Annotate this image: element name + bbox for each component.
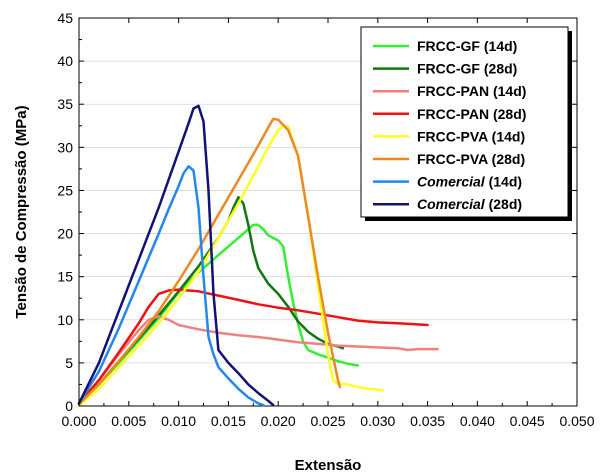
legend-entry-main: FRCC-PAN [417, 83, 489, 99]
legend-entry-suffix: (14d) [488, 128, 525, 144]
legend-entry: FRCC-GF (14d) [417, 38, 517, 54]
legend-entry-suffix: (28d) [480, 61, 517, 77]
y-tick-label: 0 [65, 398, 73, 414]
axis-ticks [78, 17, 578, 407]
legend-entry: Comercial (28d) [417, 196, 522, 212]
series-line-8 [77, 104, 275, 407]
x-tick-label: 0.030 [360, 413, 395, 429]
legend-entry: FRCC-GF (28d) [417, 61, 517, 77]
series-line-4 [77, 288, 429, 405]
y-tick-label: 25 [57, 182, 73, 198]
legend-entry: FRCC-PAN (28d) [417, 106, 526, 122]
legend-entry-suffix: (14d) [485, 174, 522, 190]
x-tick-label: 0.040 [460, 413, 495, 429]
series-line-1 [77, 223, 360, 405]
series-line-2 [77, 196, 345, 405]
y-tick-label: 35 [57, 96, 73, 112]
x-tick-label: 0.005 [111, 413, 146, 429]
legend-entry-suffix: (28d) [485, 196, 522, 212]
legend-entry: FRCC-PVA (14d) [417, 128, 525, 144]
x-tick-label: 0.025 [310, 413, 345, 429]
series-layer [77, 104, 439, 408]
legend-entry-main: FRCC-PAN [417, 106, 489, 122]
y-tick-label: 30 [57, 139, 73, 155]
series-line-6 [77, 117, 342, 406]
legend-entry-suffix: (14d) [489, 83, 526, 99]
y-tick-label: 20 [57, 226, 73, 242]
y-tick-label: 5 [65, 355, 73, 371]
y-tick-label: 40 [57, 53, 73, 69]
legend-entry-suffix: (14d) [480, 38, 517, 54]
legend-entry: FRCC-PVA (28d) [417, 151, 525, 167]
legend-entry-main: Comercial [417, 174, 486, 190]
x-tick-label: 0.010 [161, 413, 196, 429]
y-tick-label: 45 [57, 10, 73, 26]
legend-entry-main: FRCC-GF [417, 38, 480, 54]
legend-entry: FRCC-PAN (14d) [417, 83, 526, 99]
series-line-3 [77, 315, 439, 405]
x-axis-title: Extensão [295, 457, 362, 474]
legend-entry-suffix: (28d) [489, 106, 526, 122]
x-tick-label: 0.015 [211, 413, 246, 429]
y-tick-label: 10 [57, 312, 73, 328]
series-line-7 [77, 165, 265, 407]
legend-entry-main: FRCC-GF [417, 61, 480, 77]
x-tick-labels: 0.000 0.005 0.010 0.015 0.020 0.025 0.030 0.035… [61, 413, 594, 429]
legend-entry-suffix: (28d) [488, 151, 525, 167]
y-axis-title: Tensão de Compressão (MPa) [13, 105, 30, 318]
y-tick-labels: 0 5 10 15 20 25 30 35 40 45 [57, 10, 73, 414]
x-tick-label: 0.000 [61, 413, 96, 429]
x-tick-label: 0.035 [410, 413, 445, 429]
legend-entry: Comercial (14d) [417, 174, 522, 190]
legend-entry-main: Comercial [417, 196, 486, 212]
legend-box [360, 26, 569, 218]
legend-entry-main: FRCC-PVA [417, 151, 488, 167]
x-tick-label: 0.045 [510, 413, 545, 429]
x-tick-label: 0.050 [559, 413, 594, 429]
y-tick-label: 15 [57, 269, 73, 285]
x-tick-label: 0.020 [261, 413, 296, 429]
legend-entry-main: FRCC-PVA [417, 128, 488, 144]
legend: FRCC-GF (14d)FRCC-GF (28d)FRCC-PAN (14d)… [360, 26, 572, 221]
